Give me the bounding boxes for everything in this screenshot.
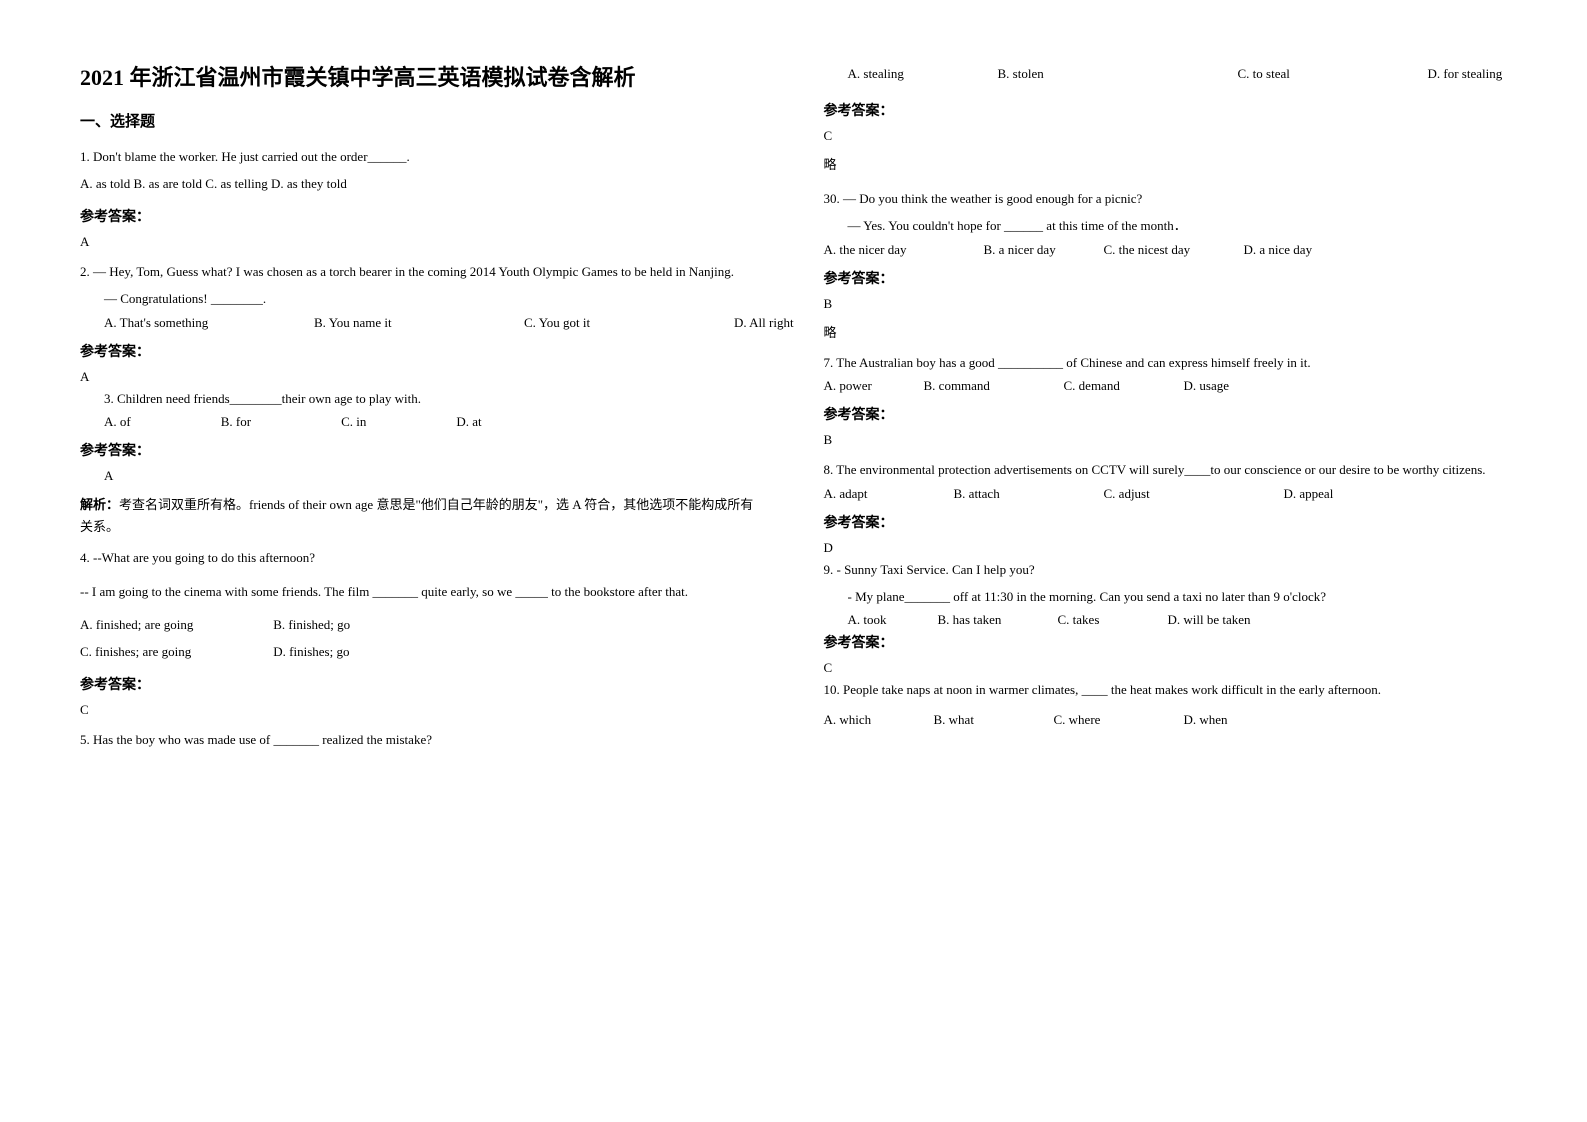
q6-ans-label: 参考答案： — [824, 268, 1508, 288]
section-header: 一、选择题 — [80, 110, 764, 131]
q4-line1: 4. --What are you going to do this after… — [80, 546, 764, 569]
q2-optA: A. That's something — [104, 315, 314, 331]
q10-text: 10. People take naps at noon in warmer c… — [824, 678, 1508, 701]
q6-line2: — Yes. You couldn't hope for ______ at t… — [824, 214, 1508, 237]
q5-ans-label: 参考答案： — [824, 100, 1508, 120]
q5-optD: D. for stealing — [1428, 66, 1503, 82]
q4-optD: D. finishes; go — [273, 644, 349, 659]
q3-text: 3. Children need friends________their ow… — [80, 387, 764, 410]
q6-ans: B — [824, 296, 1508, 312]
q5-ans: C — [824, 128, 1508, 144]
q4-ans: C — [80, 702, 764, 718]
q4-line2: -- I am going to the cinema with some fr… — [80, 580, 764, 603]
page-title: 2021 年浙江省温州市霞关镇中学高三英语模拟试卷含解析 — [80, 60, 764, 92]
q3-ans-label: 参考答案： — [80, 440, 764, 460]
q4-optB: B. finished; go — [273, 617, 350, 632]
q8-options: A. adapt B. attach C. adjust D. appeal — [824, 486, 1508, 502]
q5-options: A. stealing B. stolen C. to steal D. for… — [824, 66, 1508, 82]
q8-ans-label: 参考答案： — [824, 512, 1508, 532]
q3-optA: A. of — [104, 414, 131, 430]
q8-optC: C. adjust — [1104, 486, 1284, 502]
q2-line2: — Congratulations! ________. — [80, 287, 764, 310]
q6-optA: A. the nicer day — [824, 242, 984, 258]
q9-optB: B. has taken — [938, 612, 1058, 628]
q2-optB: B. You name it — [314, 315, 524, 331]
expl-label: 解析： — [80, 497, 119, 512]
q3-ans: A — [80, 468, 764, 484]
q4-opt-row2: C. finishes; are going D. finishes; go — [80, 640, 764, 663]
q5-optC: C. to steal — [1238, 66, 1428, 82]
q7-optB: B. command — [924, 378, 1064, 394]
q9-optA: A. took — [848, 612, 938, 628]
q7-ans: B — [824, 432, 1508, 448]
q6-abbr: 略 — [824, 322, 1508, 341]
q7-optD: D. usage — [1184, 378, 1230, 394]
q1-text: 1. Don't blame the worker. He just carri… — [80, 145, 764, 168]
q5-optA: A. stealing — [848, 66, 998, 82]
q8-text: 8. The environmental protection advertis… — [824, 458, 1508, 481]
q3-optD: D. at — [456, 414, 481, 430]
q9-optC: C. takes — [1058, 612, 1168, 628]
q9-ans-label: 参考答案： — [824, 632, 1508, 652]
q5-optB: B. stolen — [998, 66, 1238, 82]
q9-optD: D. will be taken — [1168, 612, 1251, 628]
q9-ans: C — [824, 660, 1508, 676]
q10-optA: A. which — [824, 712, 934, 728]
left-column: 2021 年浙江省温州市霞关镇中学高三英语模拟试卷含解析 一、选择题 1. Do… — [80, 60, 764, 1082]
q5-abbr: 略 — [824, 154, 1508, 173]
q3-optC: C. in — [341, 414, 366, 430]
q6-optC: C. the nicest day — [1104, 242, 1244, 258]
q9-line1: 9. - Sunny Taxi Service. Can I help you? — [824, 558, 1508, 581]
q3-expl-text: 考查名词双重所有格。friends of their own age 意思是"他… — [80, 497, 753, 534]
q6-options: A. the nicer day B. a nicer day C. the n… — [824, 242, 1508, 258]
q2-optC: C. You got it — [524, 315, 734, 331]
q6-optD: D. a nice day — [1244, 242, 1313, 258]
q10-optD: D. when — [1184, 712, 1228, 728]
q3-options: A. of B. for C. in D. at — [80, 414, 764, 430]
q6-optB: B. a nicer day — [984, 242, 1104, 258]
q2-optD: D. All right — [734, 315, 794, 331]
q2-ans-label: 参考答案： — [80, 341, 764, 361]
q4-opt-row1: A. finished; are going B. finished; go — [80, 613, 764, 636]
q8-ans: D — [824, 540, 1508, 556]
q1-ans-label: 参考答案： — [80, 206, 764, 226]
q8-optD: D. appeal — [1284, 486, 1334, 502]
q9-options: A. took B. has taken C. takes D. will be… — [824, 612, 1508, 628]
q2-ans: A — [80, 369, 764, 385]
q2-options: A. That's something B. You name it C. Yo… — [80, 315, 764, 331]
q7-optC: C. demand — [1064, 378, 1184, 394]
right-column: A. stealing B. stolen C. to steal D. for… — [824, 60, 1508, 1082]
q7-options: A. power B. command C. demand D. usage — [824, 378, 1508, 394]
q4-ans-label: 参考答案： — [80, 674, 764, 694]
q9-line2: - My plane_______ off at 11:30 in the mo… — [824, 585, 1508, 608]
q10-options: A. which B. what C. where D. when — [824, 712, 1508, 728]
q8-optB: B. attach — [954, 486, 1104, 502]
q5-text: 5. Has the boy who was made use of _____… — [80, 728, 764, 751]
q6-line1: 30. — Do you think the weather is good e… — [824, 187, 1508, 210]
q2-line1: 2. — Hey, Tom, Guess what? I was chosen … — [80, 260, 764, 283]
q7-text: 7. The Australian boy has a good _______… — [824, 351, 1508, 374]
q1-ans: A — [80, 234, 764, 250]
q1-options: A. as told B. as are told C. as telling … — [80, 172, 764, 195]
q10-optB: B. what — [934, 712, 1054, 728]
q3-expl: 解析：考查名词双重所有格。friends of their own age 意思… — [80, 494, 764, 538]
q8-optA: A. adapt — [824, 486, 954, 502]
q7-ans-label: 参考答案： — [824, 404, 1508, 424]
q4-optC: C. finishes; are going — [80, 640, 270, 663]
q7-optA: A. power — [824, 378, 924, 394]
q10-optC: C. where — [1054, 712, 1184, 728]
q4-optA: A. finished; are going — [80, 613, 270, 636]
q3-optB: B. for — [221, 414, 251, 430]
